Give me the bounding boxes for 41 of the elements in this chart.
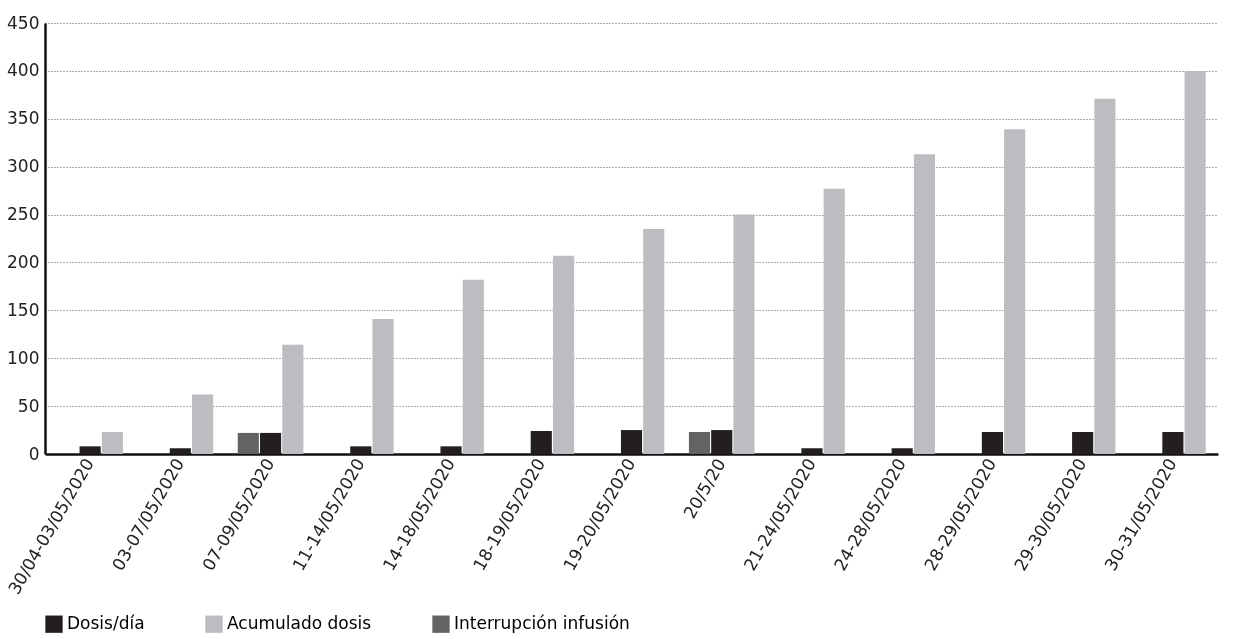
bar <box>801 448 823 454</box>
bar <box>733 214 755 454</box>
bar <box>981 431 1003 454</box>
bar <box>530 431 552 454</box>
legend-label: Interrupción infusión <box>454 613 630 634</box>
bar <box>372 318 394 454</box>
bar <box>823 188 845 454</box>
bar <box>620 430 643 454</box>
bar <box>1072 431 1094 454</box>
bar <box>192 394 214 454</box>
y-tick-label: 250 <box>7 204 40 225</box>
bar <box>1162 431 1184 454</box>
bar <box>1184 70 1206 454</box>
y-tick-label: 300 <box>7 156 40 177</box>
legend-label: Acumulado dosis <box>227 613 372 634</box>
y-tick-label: 100 <box>7 347 40 368</box>
bar <box>913 154 936 454</box>
legend-label: Dosis/día <box>67 613 145 634</box>
y-tick-label: 200 <box>7 251 40 272</box>
bar <box>1094 98 1116 454</box>
bar <box>643 228 665 454</box>
bar <box>282 344 304 454</box>
y-tick-label: 400 <box>7 60 40 81</box>
bar <box>462 279 484 454</box>
y-tick-label: 50 <box>17 395 40 416</box>
bar <box>688 431 711 454</box>
bar <box>552 255 575 454</box>
y-tick-label: 0 <box>28 443 40 464</box>
bar <box>440 446 462 454</box>
bar <box>1004 129 1026 454</box>
bar <box>237 432 259 454</box>
bar <box>79 446 101 454</box>
bar <box>350 446 372 454</box>
bar <box>891 448 913 454</box>
bar <box>711 430 733 454</box>
bar <box>101 431 123 454</box>
y-tick-label: 350 <box>7 108 40 129</box>
bar <box>169 448 191 454</box>
y-tick-label: 450 <box>7 12 40 33</box>
bar <box>260 432 282 454</box>
y-tick-label: 150 <box>7 299 40 320</box>
